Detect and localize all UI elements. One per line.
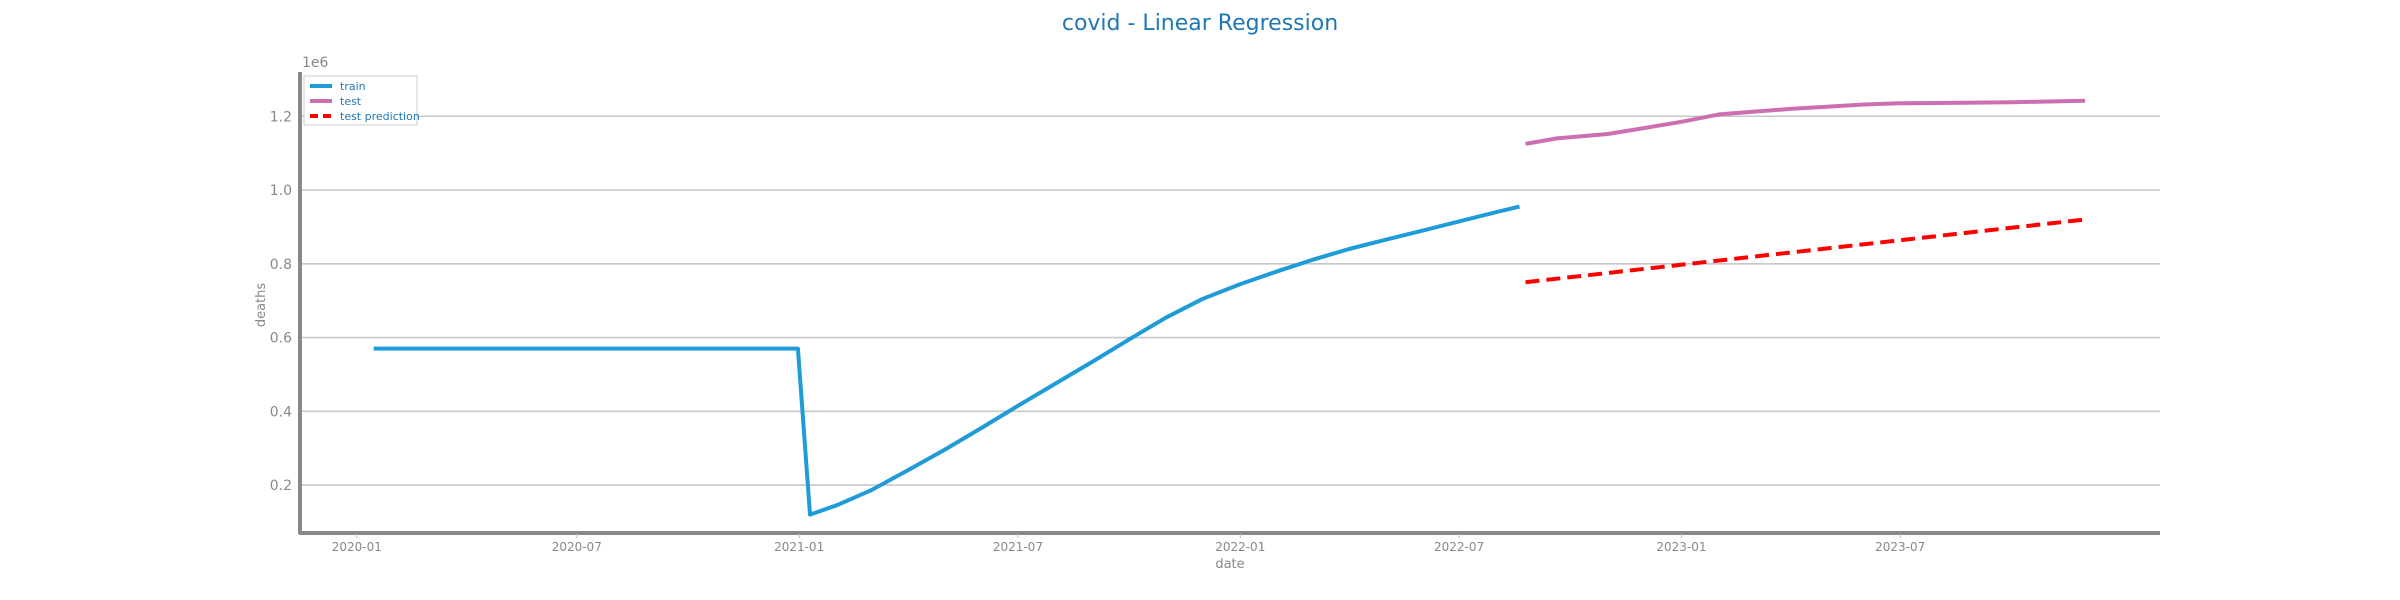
- x-tick-label: 2022-01: [1215, 540, 1265, 554]
- axes: [298, 72, 2160, 535]
- y-tick-label: 1.0: [270, 183, 292, 199]
- legend: train test test prediction: [303, 75, 420, 126]
- x-tick-label: 2021-07: [993, 540, 1043, 554]
- x-tick-label: 2021-01: [774, 540, 824, 554]
- series-line-test: [1525, 98, 2086, 146]
- series-lines: [373, 98, 2086, 517]
- x-tick-label: 2022-07: [1434, 540, 1484, 554]
- x-tick-label: 2023-01: [1656, 540, 1706, 554]
- series-line-test-prediction: [1525, 217, 2086, 285]
- x-tick-labels: 2020-01 2020-07 2021-01 2021-07 2022-01 2022-…: [332, 534, 1925, 554]
- legend-entry: test prediction: [340, 110, 420, 123]
- x-axis-label: date: [1215, 557, 1244, 572]
- y-offset-label: 1e6: [302, 55, 329, 71]
- y-axis-label: deaths: [254, 283, 269, 328]
- legend-entry: test: [340, 95, 362, 108]
- x-tick-label: 2020-07: [552, 540, 602, 554]
- x-tick-label: 2020-01: [332, 540, 382, 554]
- grid-lines: [300, 115, 2160, 486]
- y-tick-labels: 0.2 0.4 0.6 0.8 1.0 1.2: [270, 109, 292, 494]
- y-tick-label: 0.4: [270, 404, 292, 420]
- chart-title: covid - Linear Regression: [1062, 11, 1338, 36]
- y-tick-label: 0.6: [270, 331, 292, 347]
- legend-entry: train: [340, 80, 366, 93]
- y-tick-label: 0.8: [270, 257, 292, 273]
- series-line-train: [373, 204, 1520, 517]
- y-tick-label: 0.2: [270, 478, 292, 494]
- x-tick-label: 2023-07: [1875, 540, 1925, 554]
- y-tick-label: 1.2: [270, 109, 292, 125]
